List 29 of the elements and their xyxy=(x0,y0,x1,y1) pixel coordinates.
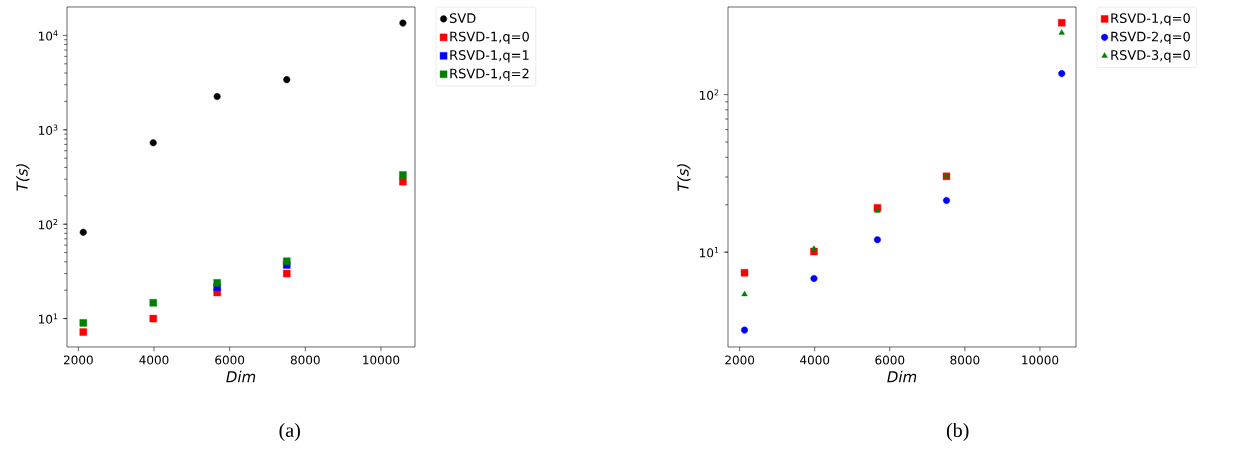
x-tick-label: 10000 xyxy=(363,355,400,365)
legend-label: RSVD-1,q=0 xyxy=(1111,13,1190,26)
y-tick-label: 10$^{2}$ xyxy=(700,89,719,100)
y-tick-label: 10$^{2}$ xyxy=(39,218,58,230)
x-tick-label: 4000 xyxy=(800,355,830,365)
x-tick-label: 4000 xyxy=(139,355,169,365)
x-tick-label: 8000 xyxy=(950,355,980,365)
x-tick-label: 6000 xyxy=(215,355,245,365)
legend-label: RSVD-1,q=1 xyxy=(450,50,529,63)
x-tick-label: 6000 xyxy=(875,355,905,365)
legend-label: RSVD-1,q=2 xyxy=(450,68,529,81)
y-tick-label: 10$^{1}$ xyxy=(700,246,719,258)
text: (b) xyxy=(946,422,969,442)
text: (a) xyxy=(279,422,300,442)
x-axis-title: Dim xyxy=(887,370,917,383)
legend-label: RSVD-1,q=0 xyxy=(450,31,529,44)
legend-label: RSVD-2,q=0 xyxy=(1111,31,1190,44)
y-tick-label: 10$^{1}$ xyxy=(39,313,58,324)
x-tick-label: 2000 xyxy=(63,355,93,365)
y-axis-title: T(s) xyxy=(677,164,691,191)
y-tick-label: 10$^{4}$ xyxy=(39,30,58,41)
legend-label: SVD xyxy=(449,13,476,24)
x-axis-title: Dim xyxy=(226,370,256,383)
x-tick-label: 8000 xyxy=(290,355,320,365)
y-tick-label: 10$^{3}$ xyxy=(39,124,58,136)
y-axis-title: T(s) xyxy=(16,164,30,191)
x-tick-label: 10000 xyxy=(1022,355,1059,365)
x-tick-label: 2000 xyxy=(725,355,755,365)
legend-label: RSVD-3,q=0 xyxy=(1111,50,1190,63)
